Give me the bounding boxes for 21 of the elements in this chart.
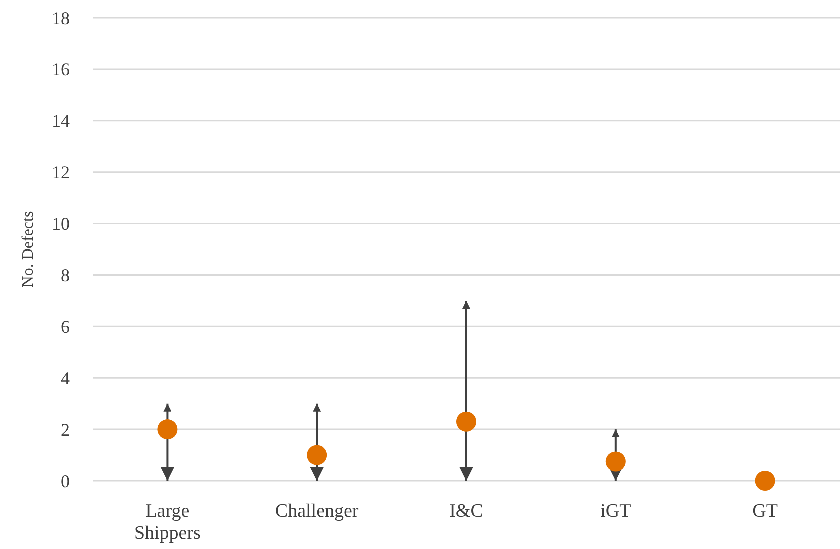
y-tick-label: 2 xyxy=(61,420,70,440)
point xyxy=(606,452,626,472)
y-tick-label: 14 xyxy=(52,111,70,132)
y-axis-title: No. Defects xyxy=(20,211,37,288)
x-tick-label: Challenger xyxy=(275,501,360,522)
x-tick-label: GT xyxy=(752,501,778,522)
y-tick-label: 0 xyxy=(61,471,70,492)
point xyxy=(755,471,776,491)
point xyxy=(456,412,476,432)
y-tick-label: 6 xyxy=(61,316,70,337)
y-tick-label: 10 xyxy=(52,214,70,234)
point xyxy=(158,420,178,440)
y-tick-label: 12 xyxy=(52,162,70,183)
x-tick-label: Large Shippers xyxy=(134,501,201,544)
point xyxy=(307,445,328,466)
y-tick-label: 4 xyxy=(61,368,70,388)
y-tick-label: 8 xyxy=(61,266,70,286)
y-tick-label: 18 xyxy=(52,8,70,28)
x-tick-label: iGT xyxy=(600,501,632,522)
y-tick-label: 16 xyxy=(52,60,70,80)
x-tick-label: I&C xyxy=(450,501,484,522)
